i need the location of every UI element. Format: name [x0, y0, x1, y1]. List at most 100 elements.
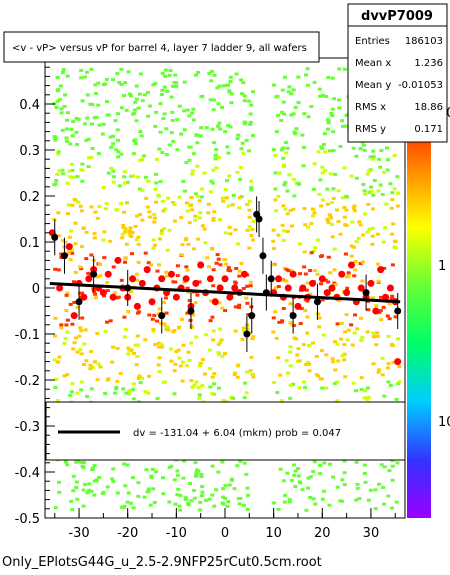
density-cell [188, 482, 193, 486]
density-cell [388, 182, 393, 186]
density-cell [381, 240, 386, 244]
density-cell [219, 338, 224, 342]
density-cell [147, 104, 152, 108]
stats-value-rms-y: 0.171 [414, 124, 443, 135]
density-cell [249, 233, 254, 237]
density-cell [213, 157, 218, 161]
density-cell [327, 149, 332, 153]
density-cell [333, 368, 338, 372]
density-cell [217, 84, 222, 88]
density-cell [281, 239, 286, 243]
density-cell [191, 313, 196, 317]
density-cell [279, 399, 284, 403]
density-cell [251, 335, 256, 339]
density-cell [362, 463, 367, 467]
density-cell [248, 120, 253, 124]
profile-red-point [386, 284, 394, 292]
density-cell [391, 222, 396, 226]
density-cell [65, 373, 70, 377]
density-cell [72, 197, 77, 201]
density-cell [65, 330, 70, 334]
density-cell [115, 128, 120, 132]
density-cell [88, 367, 93, 371]
density-cell [343, 252, 348, 256]
density-cell [68, 142, 73, 146]
density-cell [217, 155, 222, 159]
density-cell [126, 491, 131, 495]
density-cell [61, 68, 66, 72]
density-cell [311, 469, 316, 473]
density-cell [96, 81, 101, 85]
density-cell [173, 502, 178, 506]
density-cell [210, 315, 215, 319]
density-cell [116, 155, 121, 159]
density-cell [369, 185, 374, 189]
density-cell [136, 242, 141, 246]
density-cell [324, 353, 329, 357]
density-cell [185, 209, 190, 213]
density-cell [131, 152, 136, 156]
density-cell [223, 308, 228, 312]
density-cell [133, 225, 138, 229]
density-cell [365, 172, 370, 176]
density-cell [292, 336, 297, 340]
density-cell [156, 193, 161, 197]
density-cell [142, 495, 147, 499]
density-cell [319, 377, 324, 381]
density-cell [331, 130, 336, 134]
density-cell [289, 269, 294, 273]
density-cell [136, 175, 141, 179]
density-cell [115, 112, 120, 116]
density-cell [111, 134, 116, 138]
density-cell [345, 286, 350, 290]
density-cell [386, 334, 391, 338]
density-cell [55, 399, 60, 403]
density-cell [71, 280, 76, 284]
density-cell [159, 229, 164, 233]
density-cell [71, 474, 76, 478]
density-cell [284, 151, 289, 155]
density-cell [381, 171, 386, 175]
density-cell [124, 391, 129, 395]
density-cell [178, 508, 183, 512]
density-cell [241, 81, 246, 85]
density-cell [227, 225, 232, 229]
profile-black-point [255, 215, 263, 223]
density-cell [131, 351, 136, 355]
density-cell [172, 203, 177, 207]
density-cell [309, 104, 314, 108]
density-cell [345, 338, 350, 342]
density-cell [81, 488, 86, 492]
profile-red-point [197, 261, 205, 269]
density-cell [204, 126, 209, 130]
density-cell [349, 254, 354, 258]
density-cell [173, 73, 178, 77]
density-cell [355, 327, 360, 331]
density-cell [160, 71, 165, 75]
density-cell [77, 334, 82, 338]
density-cell [170, 110, 175, 114]
density-cell [143, 251, 148, 255]
density-cell [163, 296, 168, 300]
stats-label-entries: Entries [355, 36, 390, 47]
density-cell [59, 323, 64, 327]
density-cell [117, 184, 122, 188]
density-cell [103, 329, 108, 333]
density-cell [62, 341, 67, 345]
density-cell [217, 301, 222, 305]
density-cell [220, 354, 225, 358]
density-cell [336, 359, 341, 363]
density-cell [306, 281, 311, 285]
density-cell [54, 377, 59, 381]
density-cell [208, 98, 213, 102]
density-cell [83, 482, 88, 486]
density-cell [293, 132, 298, 136]
density-cell [134, 272, 139, 276]
density-cell [52, 334, 57, 338]
density-cell [159, 322, 164, 326]
density-cell [197, 364, 202, 368]
density-cell [247, 208, 252, 212]
density-cell [74, 486, 79, 490]
density-cell [203, 372, 208, 376]
density-cell [211, 217, 216, 221]
